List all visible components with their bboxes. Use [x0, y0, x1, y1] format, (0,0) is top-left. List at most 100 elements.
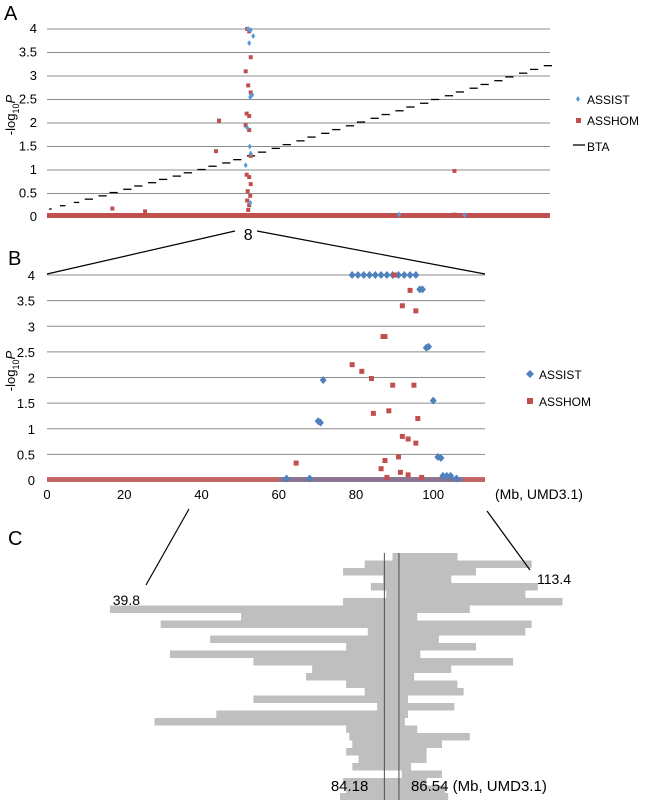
asshom-point: [248, 182, 253, 187]
panel-a-ytick-label: 0.5: [19, 186, 37, 201]
panel-a-xtick-label: 8: [244, 227, 253, 244]
zoom-line-bc-right: [486, 510, 531, 571]
asshom-point: [243, 123, 248, 128]
asshom-point: [247, 29, 252, 34]
assist-point: [439, 471, 447, 480]
panel-b-xtick-label: 100: [422, 487, 444, 502]
asshom-point: [413, 308, 419, 314]
zoom-line-bc-left: [145, 508, 190, 586]
interval-segment: [346, 748, 427, 756]
assist-point: [397, 211, 402, 218]
panel-b-xlabel: (Mb, UMD3.1): [495, 486, 583, 502]
range-end-label: 113.4: [537, 571, 571, 587]
interval-segment: [364, 688, 464, 696]
interval-segment: [241, 613, 418, 621]
asshom-point: [246, 207, 251, 212]
assist-point: [248, 199, 253, 206]
legend-assist-label: ASSIST: [539, 368, 582, 382]
assist-point: [418, 285, 426, 294]
interval-segment: [312, 665, 452, 673]
asshom-point: [247, 113, 252, 118]
panel-b-xtick-label: 80: [349, 487, 363, 502]
assist-point: [383, 271, 391, 279]
interval-segment: [370, 583, 538, 591]
interval-segment: [346, 785, 446, 793]
legend-asshom-label: ASSHOM: [587, 114, 639, 128]
panel-b-ytick-label: 2.5: [17, 345, 35, 360]
assist-point: [316, 418, 324, 427]
panel-b-baseline-points: [47, 477, 485, 482]
panel-a-ytick-label: 2: [30, 115, 37, 130]
assist-point: [429, 396, 437, 405]
legend-assist-marker: [526, 370, 534, 378]
panel-a-ytick-label: 3.5: [19, 45, 37, 60]
assist-point: [452, 474, 460, 483]
assist-point: [245, 124, 250, 131]
asshom-point: [419, 474, 425, 480]
assist-point: [462, 212, 467, 219]
assist-point: [248, 150, 253, 157]
range-start-label: 39.8: [113, 592, 140, 608]
asshom-point: [248, 90, 253, 95]
assist-point: [247, 40, 252, 47]
interval-segment: [253, 658, 514, 666]
panel-b-chart: 00.511.522.533.540 20 40 60 80 100 (Mb, UMD3.1…: [17, 268, 591, 502]
interval-segment: [305, 673, 415, 681]
panel-a-ytick-label: 4: [30, 21, 37, 36]
assist-point: [248, 94, 253, 101]
panel-b-ytick-label: 3.5: [17, 294, 35, 309]
interval-segment: [160, 620, 532, 628]
panel-a-baseline-points: [47, 213, 550, 218]
asshom-point: [247, 128, 252, 133]
assist-point: [282, 474, 290, 483]
interval-segment: [377, 703, 455, 711]
panel-a-ytick-label: 3: [30, 68, 37, 83]
panel-a-ytick-label: 0: [30, 209, 37, 224]
asshom-point: [247, 203, 252, 208]
asshom-point: [247, 175, 252, 180]
assist-point: [243, 162, 248, 169]
asshom-point: [395, 454, 401, 460]
assist-point: [371, 271, 379, 279]
interval-segment: [216, 710, 408, 718]
assist-point: [443, 471, 451, 480]
assist-point: [377, 271, 385, 279]
asshom-point: [399, 433, 405, 439]
asshom-point: [382, 334, 388, 339]
asshom-point: [359, 368, 365, 374]
legend-bta-label: BTA: [587, 140, 609, 154]
interval-segment: [339, 793, 449, 800]
panel-a-ytick-label: 1: [30, 162, 37, 177]
asshom-point: [248, 55, 253, 60]
panel-a-ytick-label: 1.5: [19, 139, 37, 154]
panel-c-chart: 39.8 113.4 84.18 86.54 (Mb, UMD3.1): [110, 553, 571, 800]
asshom-point: [413, 440, 419, 446]
asshom-point: [368, 376, 374, 382]
asshom-point: [214, 149, 219, 154]
interval-segment: [367, 628, 526, 636]
asshom-point: [245, 189, 250, 194]
assist-point: [354, 271, 362, 279]
asshom-point: [392, 272, 398, 278]
interval-segment: [346, 725, 418, 733]
asshom-point: [370, 410, 376, 416]
asshom-point: [293, 460, 299, 466]
interval-segment: [210, 635, 439, 643]
asshom-point: [248, 193, 253, 198]
panel-b-ytick-label: 1: [28, 422, 35, 437]
asshom-point: [384, 474, 390, 480]
asshom-point: [397, 469, 403, 475]
legend-assist-label: ASSIST: [587, 93, 630, 107]
assist-point: [319, 376, 327, 385]
interval-segment: [352, 740, 442, 748]
legend-asshom-label: ASSHOM: [539, 395, 591, 409]
interval-segment: [386, 590, 526, 598]
asshom-point: [243, 69, 248, 74]
asshom-point: [452, 168, 457, 173]
assist-point: [247, 143, 252, 150]
asshom-point: [415, 416, 421, 421]
panel-b-ytick-label: 4: [28, 268, 35, 283]
asshom-point: [244, 111, 249, 116]
asshom-point: [390, 382, 396, 388]
legend-assist-marker: [576, 96, 580, 102]
